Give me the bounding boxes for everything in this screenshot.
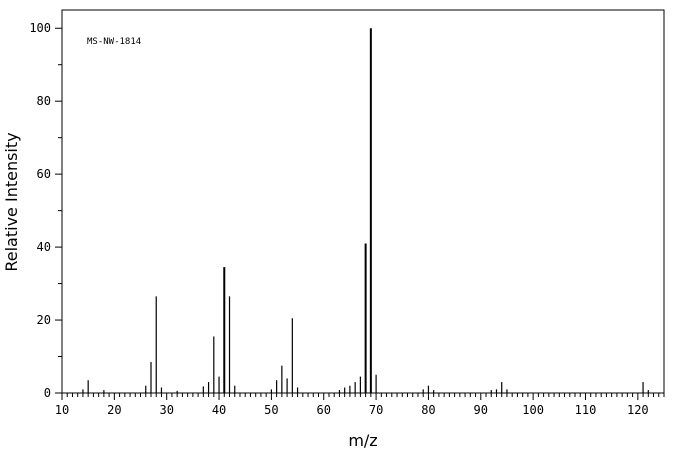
x-tick-label: 50 [264, 403, 278, 417]
x-tick-label: 30 [159, 403, 173, 417]
y-tick-label: 80 [37, 94, 51, 108]
y-tick-label: 0 [44, 386, 51, 400]
x-axis: 10 20 30 40 50 60 70 80 90 100 110 120 [55, 393, 665, 417]
y-tick-label: 100 [29, 21, 51, 35]
x-tick-label: 80 [421, 403, 435, 417]
x-tick-label: 60 [317, 403, 331, 417]
y-tick-label: 40 [37, 240, 51, 254]
x-tick-label: 20 [107, 403, 121, 417]
plot-frame [61, 9, 665, 394]
x-tick-label: 100 [522, 403, 544, 417]
x-axis-title: m/z [348, 431, 377, 450]
x-tick-label: 70 [369, 403, 383, 417]
peaks-layer [82, 28, 649, 393]
y-tick-label: 60 [37, 167, 51, 181]
y-axis: 0 20 40 60 80 100 [29, 21, 62, 400]
x-tick-label: 10 [55, 403, 69, 417]
x-tick-label: 110 [575, 403, 597, 417]
x-tick-label: 120 [627, 403, 649, 417]
spectrum-id-annotation: MS-NW-1814 [87, 37, 141, 47]
x-tick-label: 40 [212, 403, 226, 417]
y-axis-title: Relative Intensity [2, 132, 21, 271]
y-tick-label: 20 [37, 313, 51, 327]
x-tick-label: 90 [474, 403, 488, 417]
